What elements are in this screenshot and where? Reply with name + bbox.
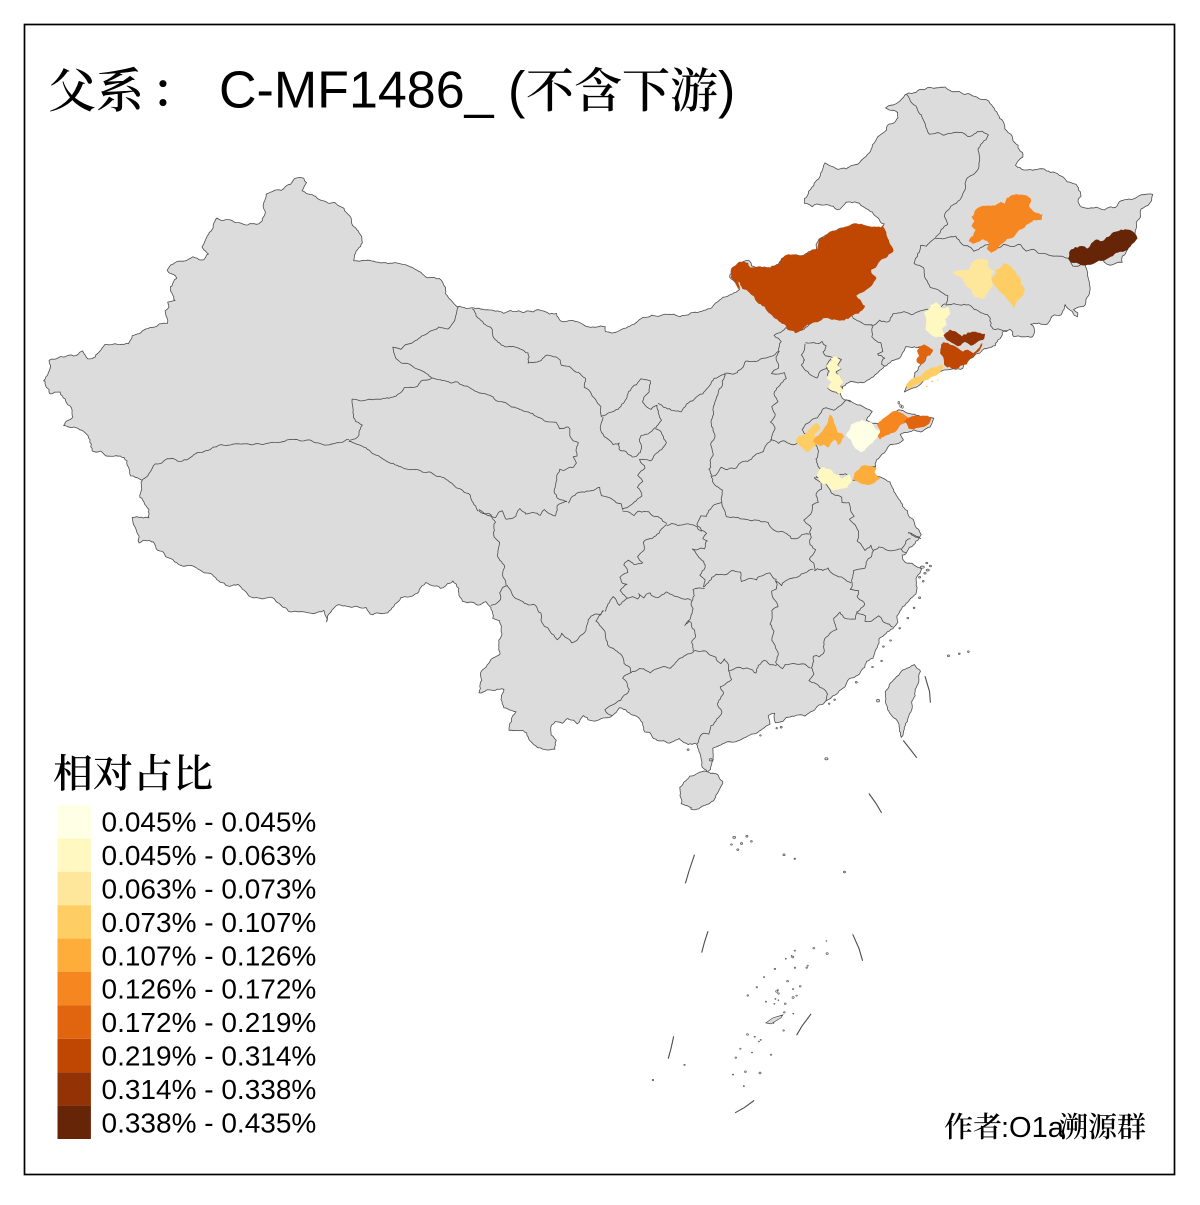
- svg-text:0.073% - 0.107%: 0.073% - 0.107%: [102, 907, 317, 938]
- svg-text:0.338% - 0.435%: 0.338% - 0.435%: [102, 1107, 317, 1138]
- svg-text:0.045% - 0.045%: 0.045% - 0.045%: [102, 807, 317, 838]
- svg-text:0.219% - 0.314%: 0.219% - 0.314%: [102, 1041, 317, 1072]
- svg-text:0.107% - 0.126%: 0.107% - 0.126%: [102, 940, 317, 971]
- svg-text::O1a: :O1a: [1001, 1112, 1065, 1144]
- svg-text:0.045% - 0.063%: 0.045% - 0.063%: [102, 840, 317, 871]
- svg-text:C-MF1486_ (: C-MF1486_ (: [219, 62, 526, 120]
- svg-text:): ): [718, 62, 735, 120]
- svg-text:0.314% - 0.338%: 0.314% - 0.338%: [102, 1074, 317, 1105]
- svg-text:0.063% - 0.073%: 0.063% - 0.073%: [102, 874, 317, 905]
- svg-text:0.172% - 0.219%: 0.172% - 0.219%: [102, 1007, 317, 1038]
- svg-text:0.126% - 0.172%: 0.126% - 0.172%: [102, 974, 317, 1005]
